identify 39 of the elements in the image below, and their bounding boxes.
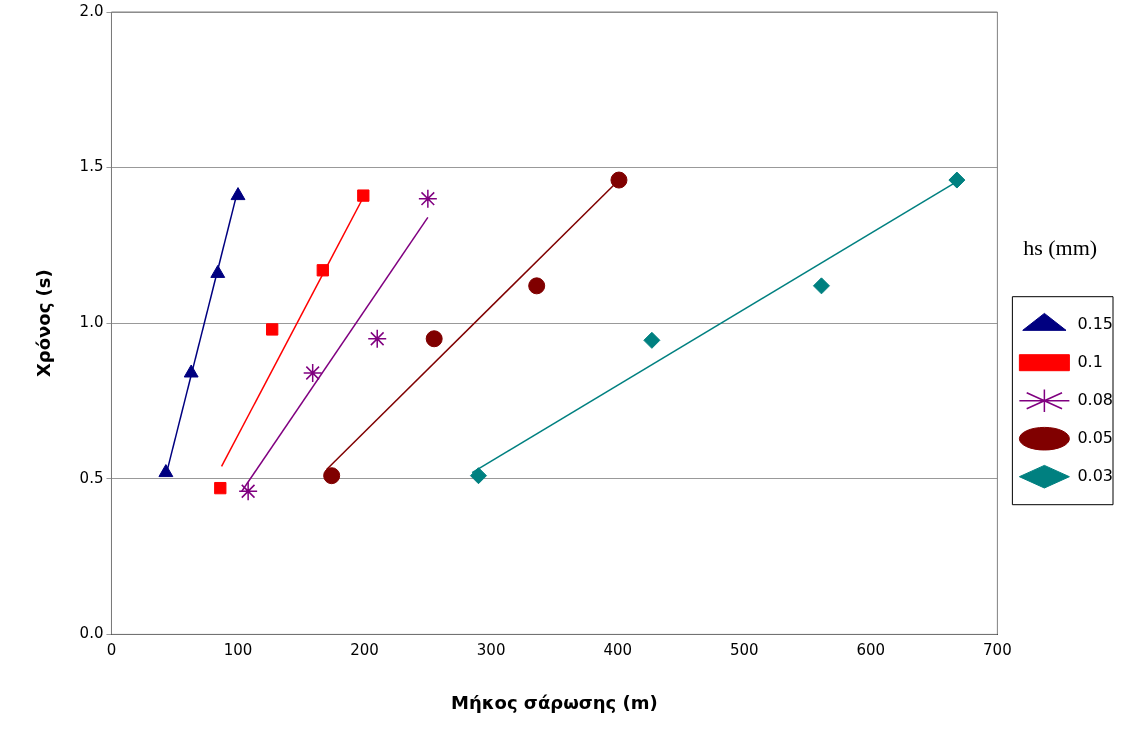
x-axis-title: Μήκος σάρωσης (m) [451,691,658,713]
legend-label: 0.05 [1077,427,1113,447]
y-tick-label: 1.0 [79,313,104,332]
point [418,188,438,209]
point [302,363,323,383]
point [183,364,199,378]
point [266,323,279,336]
x-tick-label: 0 [106,641,117,660]
x-tick-label: 700 [983,641,1012,660]
point [158,464,174,478]
legend-label: 0.15 [1077,313,1113,333]
point [812,277,830,295]
x-tick-label: 200 [350,641,379,660]
legend-label: 0.08 [1077,389,1113,409]
y-tick-label: 0.5 [79,468,104,487]
point [367,329,387,349]
y-tick-label: 1.5 [79,157,104,176]
y-tick-label: 0.0 [79,624,104,643]
legend-label: 0.03 [1077,465,1113,485]
point [230,187,246,201]
point [425,330,443,348]
x-tick-label: 100 [223,641,253,660]
y-axis-title: Χρόνος (s) [33,269,55,378]
point [528,277,546,295]
legend-label: 0.1 [1077,351,1103,371]
point [323,467,341,485]
x-tick-label: 300 [476,641,506,660]
x-tick-label: 600 [856,641,886,660]
point [316,264,329,277]
legend-title: hs (mm) [1023,235,1098,261]
point [357,189,370,202]
point [610,171,628,189]
point [214,481,227,495]
point [643,331,661,349]
point [948,171,966,189]
x-tick-label: 400 [603,641,633,660]
y-tick-label: 2.0 [79,1,104,20]
point [469,467,487,485]
x-tick-label: 500 [729,641,759,660]
